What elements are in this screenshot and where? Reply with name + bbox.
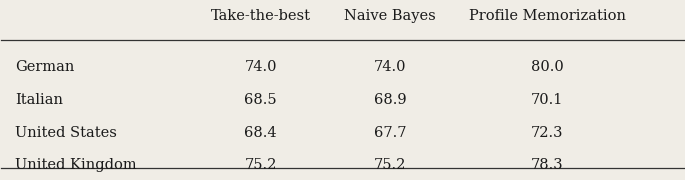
Text: 70.1: 70.1 [531, 93, 563, 107]
Text: Italian: Italian [15, 93, 63, 107]
Text: 67.7: 67.7 [374, 125, 406, 140]
Text: Take-the-best: Take-the-best [210, 9, 310, 23]
Text: United Kingdom: United Kingdom [15, 158, 137, 172]
Text: 68.9: 68.9 [374, 93, 407, 107]
Text: 75.2: 75.2 [245, 158, 277, 172]
Text: 68.5: 68.5 [245, 93, 277, 107]
Text: German: German [15, 60, 75, 74]
Text: 74.0: 74.0 [245, 60, 277, 74]
Text: 78.3: 78.3 [531, 158, 564, 172]
Text: 80.0: 80.0 [531, 60, 564, 74]
Text: Naive Bayes: Naive Bayes [345, 9, 436, 23]
Text: Profile Memorization: Profile Memorization [469, 9, 625, 23]
Text: 72.3: 72.3 [531, 125, 564, 140]
Text: 68.4: 68.4 [245, 125, 277, 140]
Text: 74.0: 74.0 [374, 60, 406, 74]
Text: United States: United States [15, 125, 117, 140]
Text: 75.2: 75.2 [374, 158, 406, 172]
